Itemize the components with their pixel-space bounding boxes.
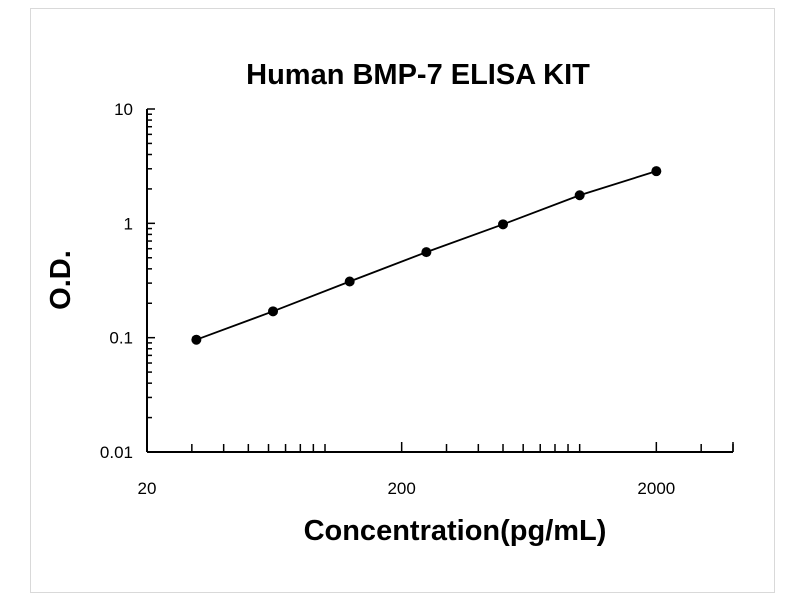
data-point — [498, 219, 509, 230]
data-point — [421, 247, 432, 258]
chart-title: Human BMP-7 ELISA KIT — [246, 59, 590, 91]
data-point — [344, 276, 355, 287]
y-tick-label: 0.01 — [100, 443, 133, 462]
data-point — [574, 190, 585, 201]
x-tick-label: 20 — [138, 479, 157, 498]
y-tick-label: 0.1 — [109, 329, 133, 348]
y-tick-label: 10 — [114, 100, 133, 119]
x-axis-label: Concentration(pg/mL) — [304, 515, 607, 547]
y-axis-label: O.D. — [45, 250, 77, 310]
data-point — [268, 306, 279, 317]
chart-frame — [30, 8, 775, 593]
x-tick-label: 2000 — [637, 479, 675, 498]
data-point — [191, 334, 202, 345]
y-tick-label: 1 — [124, 214, 133, 233]
x-tick-label: 200 — [387, 479, 415, 498]
data-point — [651, 166, 662, 177]
